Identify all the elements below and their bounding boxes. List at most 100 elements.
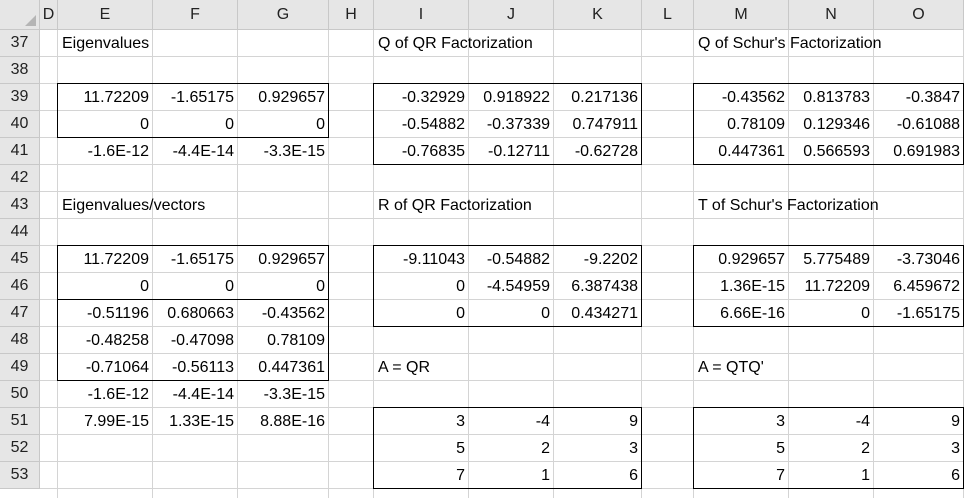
cell-o51[interactable]: 9	[951, 413, 960, 430]
cell-n47[interactable]: 0	[861, 305, 870, 322]
cell-k52[interactable]: 3	[629, 440, 638, 457]
column-header-e[interactable]: E	[58, 0, 153, 30]
cell-m49[interactable]: A = QTQ'	[698, 359, 764, 376]
cell-o46[interactable]: 6.459672	[893, 278, 960, 295]
row-header-47[interactable]: 47	[0, 300, 40, 327]
cell-m52[interactable]: 5	[776, 440, 785, 457]
column-header-l[interactable]: L	[642, 0, 694, 30]
cell-m45[interactable]: 0.929657	[718, 251, 785, 268]
column-header-h[interactable]: H	[329, 0, 374, 30]
cell-k51[interactable]: 9	[629, 413, 638, 430]
row-header-43[interactable]: 43	[0, 192, 40, 219]
cell-e43[interactable]: Eigenvalues/vectors	[62, 197, 206, 214]
cell-f46[interactable]: 0	[225, 278, 234, 295]
cell-f49[interactable]: -0.56113	[172, 359, 234, 376]
row-header-38[interactable]: 38	[0, 57, 40, 84]
cell-i51[interactable]: 3	[456, 413, 465, 430]
cell-g48[interactable]: 0.78109	[267, 332, 325, 349]
cell-g47[interactable]: -0.43562	[261, 305, 325, 322]
column-header-j[interactable]: J	[469, 0, 554, 30]
column-header-g[interactable]: G	[238, 0, 329, 30]
cell-g49[interactable]: 0.447361	[258, 359, 325, 376]
cell-n40[interactable]: 0.129346	[803, 116, 870, 133]
cell-i39[interactable]: -0.32929	[401, 89, 465, 106]
column-header-f[interactable]: F	[153, 0, 238, 30]
row-header-49[interactable]: 49	[0, 354, 40, 381]
cell-j52[interactable]: 2	[541, 440, 550, 457]
cell-e47[interactable]: -0.51196	[87, 305, 149, 322]
cell-k40[interactable]: 0.747911	[572, 116, 638, 133]
cell-j51[interactable]: -4	[535, 413, 550, 430]
cell-g51[interactable]: 8.88E-16	[260, 413, 325, 430]
cell-k46[interactable]: 6.387438	[571, 278, 638, 295]
cell-o40[interactable]: -0.61088	[896, 116, 960, 133]
cell-e50[interactable]: -1.6E-12	[87, 386, 149, 403]
cell-i37[interactable]: Q of QR Factorization	[378, 35, 533, 52]
cell-f48[interactable]: -0.47098	[170, 332, 234, 349]
cell-i47[interactable]: 0	[456, 305, 465, 322]
cell-k41[interactable]: -0.62728	[574, 143, 638, 160]
column-header-d[interactable]: D	[40, 0, 58, 30]
row-header-42[interactable]: 42	[0, 165, 40, 192]
cell-n46[interactable]: 11.72209	[804, 278, 870, 295]
cell-i43[interactable]: R of QR Factorization	[378, 197, 532, 214]
cell-j53[interactable]: 1	[541, 467, 550, 484]
cell-e48[interactable]: -0.48258	[85, 332, 149, 349]
cell-o53[interactable]: 6	[951, 467, 960, 484]
cell-e39[interactable]: 11.72209	[83, 89, 149, 106]
cell-i49[interactable]: A = QR	[378, 359, 431, 376]
cell-o39[interactable]: -0.3847	[905, 89, 960, 106]
cell-f41[interactable]: -4.4E-14	[172, 143, 234, 160]
cell-e46[interactable]: 0	[140, 278, 149, 295]
cell-n41[interactable]: 0.566593	[803, 143, 870, 160]
column-header-n[interactable]: N	[789, 0, 874, 30]
cell-m43[interactable]: T of Schur's Factorization	[698, 197, 879, 214]
cell-k47[interactable]: 0.434271	[571, 305, 638, 322]
cell-g39[interactable]: 0.929657	[258, 89, 325, 106]
row-header-48[interactable]: 48	[0, 327, 40, 354]
row-header-52[interactable]: 52	[0, 435, 40, 462]
row-header-46[interactable]: 46	[0, 273, 40, 300]
cell-o41[interactable]: 0.691983	[893, 143, 960, 160]
cell-n45[interactable]: 5.775489	[803, 251, 870, 268]
cell-i40[interactable]: -0.54882	[401, 116, 465, 133]
row-header-51[interactable]: 51	[0, 408, 40, 435]
cell-g40[interactable]: 0	[316, 116, 325, 133]
row-header-39[interactable]: 39	[0, 84, 40, 111]
cell-f39[interactable]: -1.65175	[170, 89, 234, 106]
select-all-corner[interactable]	[0, 0, 40, 30]
cell-j39[interactable]: 0.918922	[483, 89, 550, 106]
column-header-i[interactable]: I	[374, 0, 469, 30]
row-header-41[interactable]: 41	[0, 138, 40, 165]
cell-m37[interactable]: Q of Schur's Factorization	[698, 35, 882, 52]
row-header-44[interactable]: 44	[0, 219, 40, 246]
cell-j41[interactable]: -0.12711	[488, 143, 550, 160]
cell-m39[interactable]: -0.43562	[721, 89, 785, 106]
cell-m53[interactable]: 7	[776, 467, 785, 484]
cell-e41[interactable]: -1.6E-12	[87, 143, 149, 160]
column-header-k[interactable]: K	[554, 0, 642, 30]
cell-m51[interactable]: 3	[776, 413, 785, 430]
cell-i46[interactable]: 0	[456, 278, 465, 295]
cell-j46[interactable]: -4.54959	[486, 278, 550, 295]
cell-k39[interactable]: 0.217136	[571, 89, 638, 106]
cell-e45[interactable]: 11.72209	[83, 251, 149, 268]
cell-m40[interactable]: 0.78109	[727, 116, 785, 133]
row-header-53[interactable]: 53	[0, 462, 40, 489]
cell-f51[interactable]: 1.33E-15	[169, 413, 234, 430]
cell-m47[interactable]: 6.66E-16	[720, 305, 785, 322]
cell-n51[interactable]: -4	[855, 413, 870, 430]
cell-m41[interactable]: 0.447361	[718, 143, 785, 160]
cell-f47[interactable]: 0.680663	[167, 305, 234, 322]
cell-o47[interactable]: -1.65175	[896, 305, 960, 322]
cell-i53[interactable]: 7	[456, 467, 465, 484]
cell-e40[interactable]: 0	[140, 116, 149, 133]
cell-k53[interactable]: 6	[629, 467, 638, 484]
cell-n53[interactable]: 1	[861, 467, 870, 484]
cell-k45[interactable]: -9.2202	[583, 251, 638, 268]
cell-n52[interactable]: 2	[861, 440, 870, 457]
cell-f40[interactable]: 0	[225, 116, 234, 133]
cell-e37[interactable]: Eigenvalues	[62, 35, 150, 52]
cell-f45[interactable]: -1.65175	[170, 251, 234, 268]
